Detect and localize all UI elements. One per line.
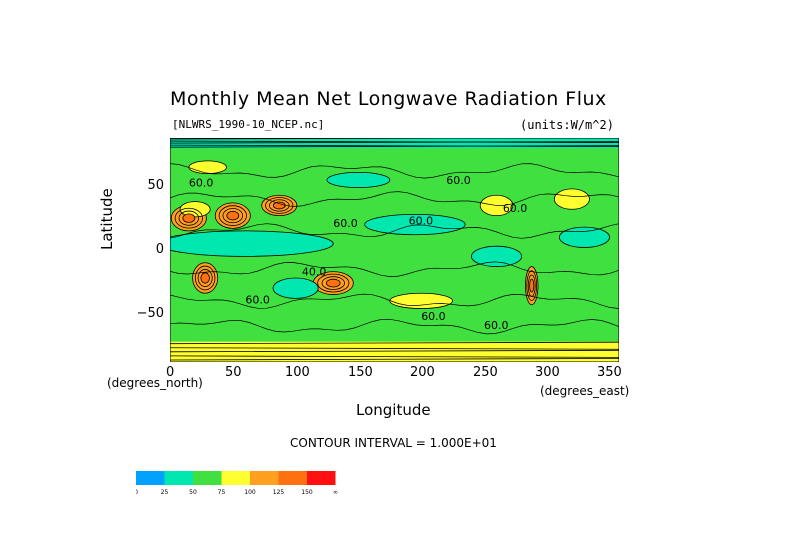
contour-value-label: 60.0	[421, 310, 446, 323]
contour-line	[170, 163, 619, 179]
legend-swatch	[307, 471, 336, 485]
legend-label: ∞	[333, 489, 338, 496]
y-axis-label: Latitude	[98, 188, 116, 250]
contour-value-label: 40.0	[302, 265, 327, 278]
x-units-label-east: (degrees_east)	[540, 384, 630, 398]
contour-line	[170, 223, 619, 239]
legend-label: 0	[136, 489, 138, 496]
contour-line	[272, 201, 286, 210]
legend-swatch	[193, 471, 222, 485]
contour-line	[269, 199, 290, 212]
contour-line	[170, 341, 619, 345]
contour-line	[170, 144, 619, 148]
x-tick-label: 150	[348, 365, 373, 380]
y-tick-label: 50	[147, 178, 164, 193]
contour-line	[226, 210, 240, 221]
legend-label: 25	[161, 489, 169, 496]
legend-label: 50	[189, 489, 197, 496]
contour-value-label: 60.0	[503, 202, 528, 215]
contour-line	[170, 191, 619, 207]
x-units-label: (degrees_north)	[107, 376, 203, 390]
contour-line	[170, 261, 619, 277]
contour-patch	[364, 213, 466, 236]
contour-line	[178, 210, 200, 226]
legend-swatch	[278, 471, 307, 485]
contour-line	[170, 145, 619, 148]
contour-patch	[553, 188, 590, 210]
legend-label: 125	[273, 489, 285, 496]
contour-line	[218, 205, 247, 226]
contour-patch	[170, 230, 334, 257]
contour-line	[222, 208, 244, 224]
x-tick-label: 250	[473, 365, 498, 380]
contour-line	[170, 347, 619, 350]
legend-swatch	[164, 471, 193, 485]
contour-line	[182, 213, 196, 223]
contour-line	[170, 140, 619, 143]
contour-value-label: 60.0	[446, 174, 471, 187]
contour-map: 60.0 60.0 60.0 60.0 60.0 60.0 60.0 60.0 40.0	[170, 138, 619, 362]
contour-patch	[389, 292, 453, 309]
contour-patch	[558, 226, 610, 248]
contour-patch	[326, 171, 391, 189]
contour-line	[265, 197, 294, 214]
contour-line	[321, 276, 345, 290]
contour-line	[170, 358, 619, 361]
contour-value-label: 60.0	[245, 293, 269, 306]
contour-patch	[471, 245, 523, 267]
contour-value-label: 60.0	[409, 215, 434, 228]
contour-line	[197, 269, 213, 287]
x-tick-label: 100	[285, 365, 310, 380]
units-label: (units:W/m^2)	[520, 118, 614, 132]
contour-line	[170, 293, 619, 309]
contour-line	[170, 349, 619, 353]
contour-value-label: 60.0	[484, 319, 509, 332]
contour-line	[194, 265, 216, 291]
map-title: Monthly Mean Net Longwave Radiation Flux	[170, 88, 607, 110]
contour-line	[170, 355, 619, 358]
contour-line	[529, 278, 535, 293]
x-axis-label: Longitude	[356, 401, 431, 419]
x-tick-label: 200	[410, 365, 435, 380]
x-tick-label: 350	[597, 365, 622, 380]
contour-line	[317, 273, 350, 293]
contour-patch	[188, 160, 227, 175]
legend-swatch	[221, 471, 250, 485]
legend-label: 150	[301, 489, 313, 496]
file-name-label: [NLWRS_1990-10_NCEP.nc]	[172, 118, 325, 131]
polar-band	[170, 138, 619, 149]
legend-swatch	[250, 471, 279, 485]
x-tick-label: 50	[225, 365, 242, 380]
contour-line	[170, 141, 619, 144]
x-tick-label: 0	[166, 365, 175, 380]
contour-interval-label: CONTOUR INTERVAL = 1.000E+01	[290, 436, 497, 450]
x-tick-label: 300	[535, 365, 560, 380]
y-tick-label: −50	[136, 306, 164, 321]
contour-line	[174, 207, 203, 229]
contour-value-label: 60.0	[333, 217, 358, 230]
y-tick-label: 0	[155, 242, 164, 257]
legend-swatch	[136, 471, 165, 485]
color-legend: 0 25 50 75 100 125 150 ∞	[136, 471, 338, 496]
contour-value-label: 60.0	[189, 176, 214, 189]
legend-label: 100	[244, 489, 256, 496]
contour-line	[200, 272, 210, 284]
contour-patch	[272, 277, 319, 299]
legend-label: 75	[218, 489, 226, 496]
contour-line	[326, 278, 341, 288]
contour-line	[526, 270, 538, 301]
contour-line	[170, 318, 619, 335]
